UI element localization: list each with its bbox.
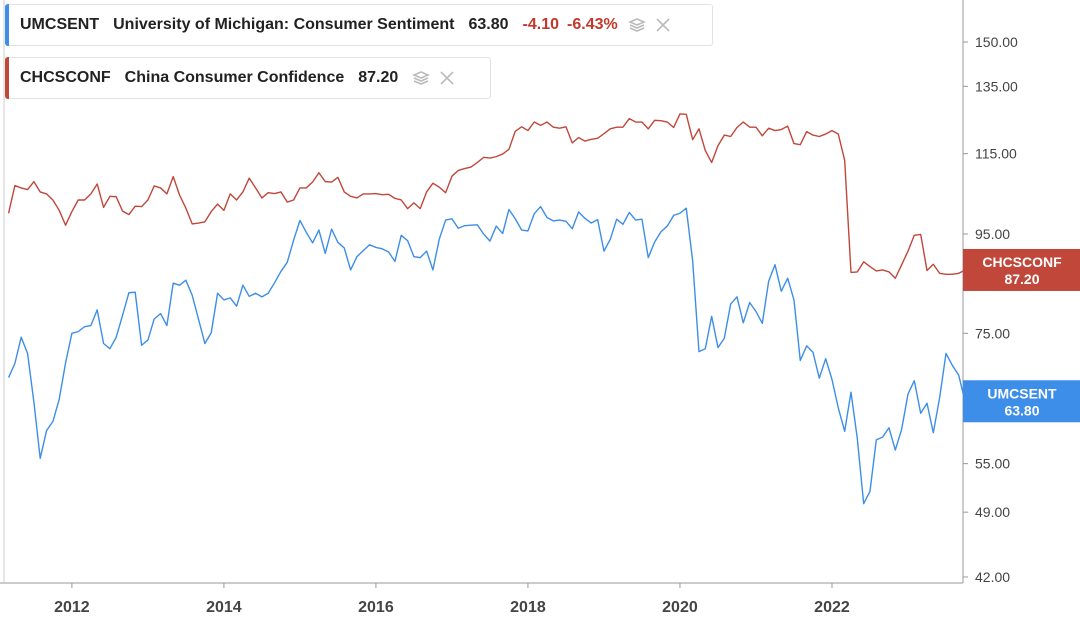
legend-color bbox=[5, 57, 9, 99]
legend-last-value: 63.80 bbox=[468, 16, 509, 33]
y-tick-label: 95.00 bbox=[975, 226, 1010, 242]
legend-last-value: 87.20 bbox=[358, 69, 399, 86]
y-tick-label: 115.00 bbox=[975, 146, 1017, 162]
legend-description: University of Michigan: Consumer Sentime… bbox=[113, 16, 455, 33]
stack-icon[interactable] bbox=[627, 16, 646, 34]
x-tick-label: 2016 bbox=[358, 599, 394, 616]
tag-value: 87.20 bbox=[1004, 271, 1039, 287]
y-tick-label: 42.00 bbox=[975, 569, 1010, 585]
close-icon[interactable] bbox=[438, 69, 456, 87]
tag-box bbox=[963, 248, 1080, 291]
x-tick-label: 2020 bbox=[662, 599, 698, 616]
legend-entry[interactable]: CHCSCONF China Consumer Confidence 87.20 bbox=[5, 57, 491, 99]
y-tick-label: 135.00 bbox=[975, 78, 1018, 94]
y-tick-label: 49.00 bbox=[975, 504, 1010, 520]
legend-symbol: CHCSCONF bbox=[20, 69, 111, 86]
legend-description: China Consumer Confidence bbox=[124, 69, 345, 86]
legend-change: -4.10 bbox=[522, 16, 560, 33]
x-tick-label: 2022 bbox=[814, 599, 850, 616]
x-tick-label: 2014 bbox=[206, 599, 242, 616]
tag-box bbox=[963, 380, 1080, 423]
series-line bbox=[7, 113, 966, 279]
y-tick-label: 75.00 bbox=[975, 325, 1010, 341]
legend-change-pct: -6.43% bbox=[567, 16, 618, 33]
legend-color bbox=[5, 4, 9, 46]
tag-name: CHCSCONF bbox=[982, 254, 1062, 270]
y-tick-label: 55.00 bbox=[975, 456, 1010, 472]
x-tick-label: 2018 bbox=[510, 599, 546, 616]
stack-icon[interactable] bbox=[412, 69, 431, 87]
close-icon[interactable] bbox=[654, 16, 672, 34]
tag-name: UMCSENT bbox=[987, 385, 1057, 401]
y-tick-label: 150.00 bbox=[975, 34, 1018, 50]
legend-entry[interactable]: UMCSENT University of Michigan: Consumer… bbox=[5, 4, 713, 46]
series-line bbox=[7, 205, 966, 505]
x-tick-label: 2012 bbox=[54, 599, 90, 616]
legend-symbol: UMCSENT bbox=[20, 16, 100, 33]
tag-value: 63.80 bbox=[1004, 402, 1039, 418]
